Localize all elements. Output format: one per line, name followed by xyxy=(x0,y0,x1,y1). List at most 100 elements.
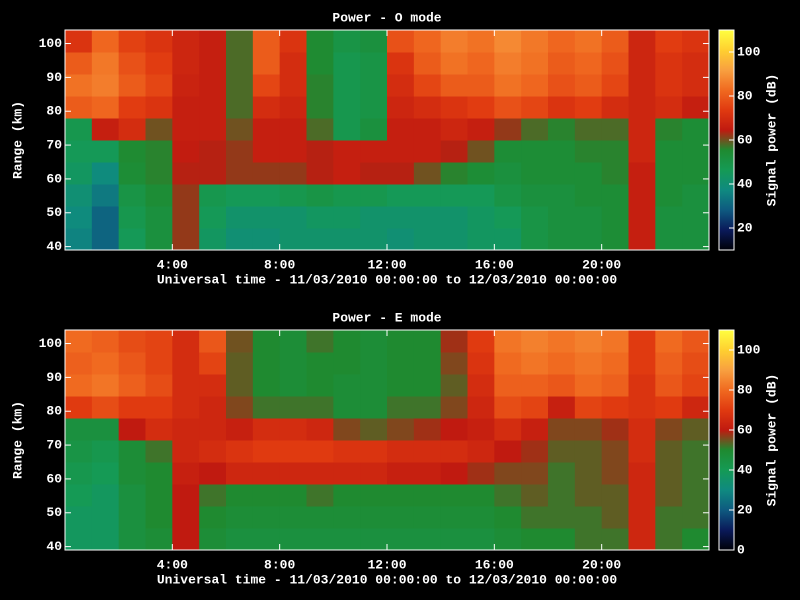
heatmap-cell xyxy=(521,30,549,53)
heatmap-cell xyxy=(494,418,522,441)
heatmap-cell xyxy=(682,30,710,53)
heatmap-cell xyxy=(279,228,307,251)
heatmap-cell xyxy=(548,396,576,419)
heatmap-cell xyxy=(601,440,629,463)
heatmap-cell xyxy=(601,506,629,529)
y-tick-label: 60 xyxy=(46,471,62,486)
heatmap-cell xyxy=(306,330,334,353)
heatmap-cell xyxy=(145,484,173,507)
heatmap-cell xyxy=(655,528,683,551)
heatmap-cell xyxy=(226,418,254,441)
heatmap-cell xyxy=(682,352,710,375)
heatmap-cell xyxy=(574,118,603,141)
heatmap-cell xyxy=(252,118,281,141)
heatmap-cell xyxy=(548,140,576,163)
y-axis-label: Range (km) xyxy=(10,101,25,179)
heatmap-cell xyxy=(521,462,549,485)
heatmap-cell xyxy=(91,330,120,353)
heatmap-cell xyxy=(65,330,93,353)
heatmap-cell xyxy=(494,352,522,375)
heatmap-cell xyxy=(91,96,120,119)
panel-title: Power - O mode xyxy=(332,10,441,25)
heatmap-cell xyxy=(682,484,710,507)
heatmap-cell xyxy=(65,162,93,185)
heatmap-cell xyxy=(279,440,307,463)
heatmap-cell xyxy=(440,74,468,97)
heatmap-cell xyxy=(65,140,93,163)
heatmap-cell xyxy=(387,506,415,529)
heatmap-cell xyxy=(199,484,227,507)
heatmap-cell xyxy=(360,440,388,463)
y-tick-label: 60 xyxy=(46,171,62,186)
heatmap-cell xyxy=(118,462,146,485)
heatmap-cell xyxy=(387,30,415,53)
heatmap-cell xyxy=(118,440,146,463)
heatmap-cell xyxy=(494,52,522,75)
heatmap-cell xyxy=(574,52,603,75)
heatmap-cell xyxy=(333,206,361,229)
heatmap-cell xyxy=(172,30,200,53)
heatmap-cell xyxy=(601,484,629,507)
heatmap-cell xyxy=(226,52,254,75)
heatmap-cell xyxy=(601,118,629,141)
heatmap-cell xyxy=(252,96,281,119)
heatmap-cell xyxy=(333,440,361,463)
heatmap-cell xyxy=(199,162,227,185)
heatmap-cell xyxy=(172,74,200,97)
heatmap-cell xyxy=(91,484,120,507)
heatmap-cell xyxy=(279,352,307,375)
heatmap-cell xyxy=(521,228,549,251)
heatmap-cell xyxy=(628,440,656,463)
heatmap-cell xyxy=(440,440,468,463)
heatmap-cell xyxy=(387,418,415,441)
heatmap-cell xyxy=(387,228,415,251)
heatmap-cell xyxy=(279,184,307,207)
heatmap-cell xyxy=(413,140,442,163)
heatmap-cell xyxy=(440,206,468,229)
heatmap-cell xyxy=(601,462,629,485)
heatmap-cell xyxy=(333,396,361,419)
heatmap-cell xyxy=(440,184,468,207)
heatmap-cell xyxy=(682,528,710,551)
x-tick-label: 8:00 xyxy=(264,557,295,572)
heatmap-cell xyxy=(65,30,93,53)
heatmap-cell xyxy=(279,528,307,551)
heatmap-cell xyxy=(226,162,254,185)
heatmap-cell xyxy=(279,330,307,353)
heatmap-cell xyxy=(65,184,93,207)
heatmap-cell xyxy=(494,484,522,507)
heatmap-cell xyxy=(467,228,495,251)
heatmap-cell xyxy=(172,118,200,141)
heatmap-cell xyxy=(387,162,415,185)
heatmap-cell xyxy=(145,74,173,97)
heatmap-cell xyxy=(413,162,442,185)
heatmap-cell xyxy=(172,528,200,551)
heatmap-cell xyxy=(682,184,710,207)
heatmap-cell xyxy=(172,352,200,375)
heatmap-cell xyxy=(252,352,281,375)
heatmap-cell xyxy=(91,228,120,251)
heatmap-cell xyxy=(521,528,549,551)
heatmap-cell xyxy=(494,330,522,353)
heatmap-cell xyxy=(199,506,227,529)
heatmap-cell xyxy=(601,396,629,419)
heatmap-cell xyxy=(628,462,656,485)
y-tick-label: 90 xyxy=(46,70,62,85)
heatmap-cell xyxy=(467,352,495,375)
heatmap-cell xyxy=(494,462,522,485)
heatmap-cell xyxy=(494,162,522,185)
heatmap-cell xyxy=(306,140,334,163)
heatmap-cell xyxy=(413,184,442,207)
heatmap-cell xyxy=(360,140,388,163)
heatmap-cell xyxy=(333,140,361,163)
heatmap-cell xyxy=(199,352,227,375)
heatmap-cell xyxy=(226,440,254,463)
heatmap-cell xyxy=(682,96,710,119)
heatmap-cell xyxy=(199,418,227,441)
heatmap-cell xyxy=(682,462,710,485)
heatmap-cell xyxy=(521,374,549,397)
heatmap-cell xyxy=(655,506,683,529)
heatmap-cell xyxy=(387,206,415,229)
heatmap xyxy=(65,30,710,251)
